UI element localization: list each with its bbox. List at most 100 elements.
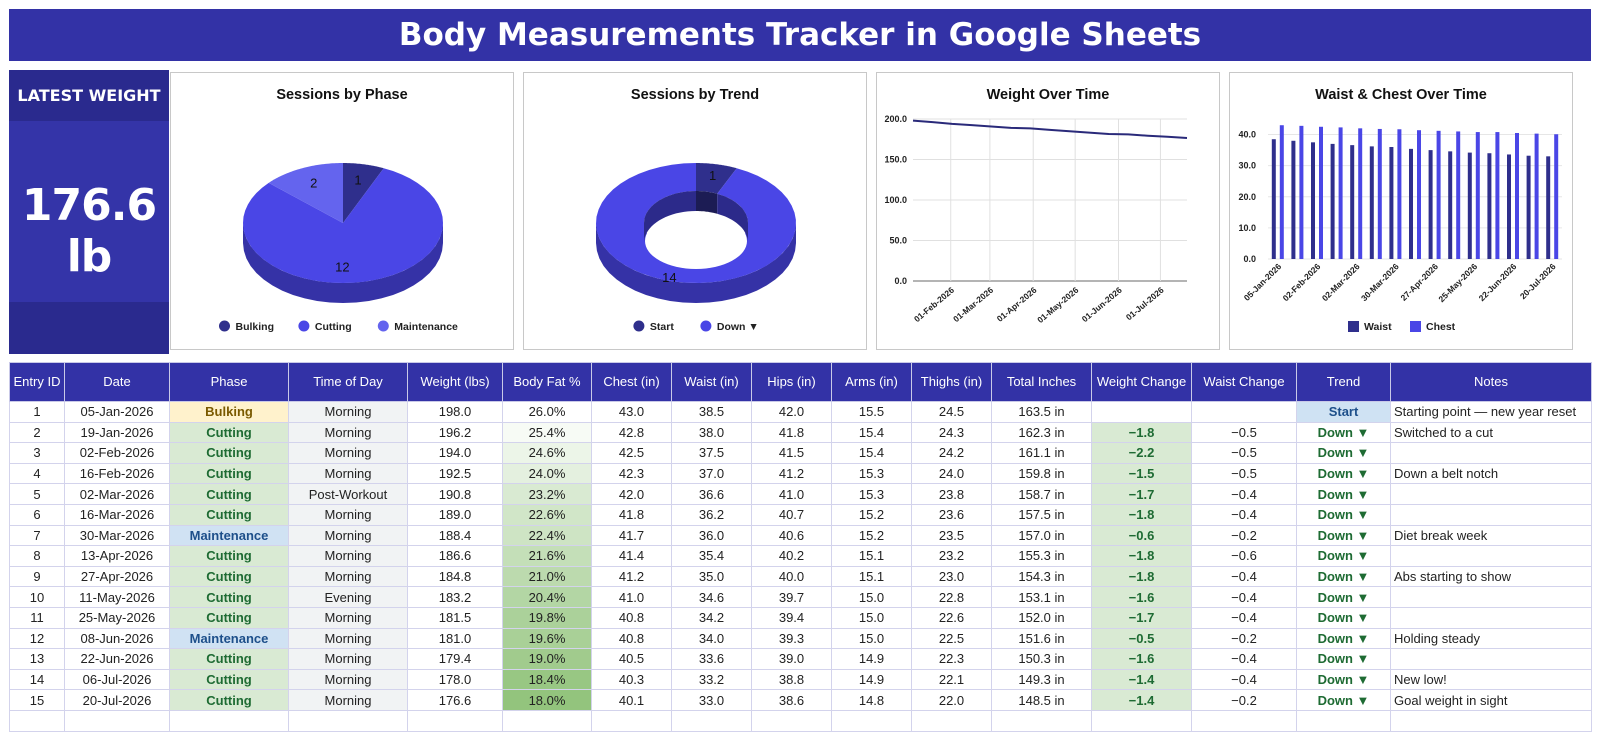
weight-cell[interactable]: 183.2 <box>407 586 503 608</box>
arms-cell[interactable]: 15.2 <box>831 503 912 526</box>
time-of-day-cell[interactable]: Morning <box>288 689 408 711</box>
hips-cell[interactable]: 39.3 <box>751 627 832 650</box>
notes-cell[interactable]: Down a belt notch <box>1390 462 1592 485</box>
time-of-day-cell[interactable]: Morning <box>288 442 408 464</box>
hips-cell[interactable]: 41.5 <box>751 442 832 464</box>
total-inches-cell[interactable]: 149.3 in <box>991 668 1092 691</box>
body-fat-cell[interactable]: 24.6% <box>502 442 592 464</box>
time-of-day-cell[interactable]: Morning <box>288 668 408 691</box>
empty-cell[interactable] <box>1296 709 1391 732</box>
notes-cell[interactable]: Abs starting to show <box>1390 565 1592 588</box>
trend-cell[interactable]: Down ▼ <box>1296 606 1391 629</box>
hips-cell[interactable]: 38.6 <box>751 689 832 711</box>
thighs-cell[interactable]: 24.5 <box>911 401 992 423</box>
thighs-cell[interactable]: 22.1 <box>911 668 992 691</box>
weight-change-cell[interactable]: −1.8 <box>1091 565 1192 588</box>
chest-cell[interactable]: 40.8 <box>591 627 672 650</box>
chest-cell[interactable]: 41.4 <box>591 545 672 567</box>
chest-cell[interactable]: 40.8 <box>591 606 672 629</box>
empty-cell[interactable] <box>1091 709 1192 732</box>
weight-change-cell[interactable]: −1.8 <box>1091 421 1192 444</box>
date-cell[interactable]: 20-Jul-2026 <box>64 689 170 711</box>
date-cell[interactable]: 25-May-2026 <box>64 606 170 629</box>
waist-change-cell[interactable]: −0.4 <box>1191 648 1297 670</box>
waist-cell[interactable]: 35.4 <box>671 545 752 567</box>
column-header[interactable]: Trend <box>1296 362 1391 402</box>
thighs-cell[interactable]: 23.5 <box>911 524 992 547</box>
body-fat-cell[interactable]: 25.4% <box>502 421 592 444</box>
weight-change-cell[interactable] <box>1091 401 1192 423</box>
arms-cell[interactable]: 15.4 <box>831 442 912 464</box>
waist-cell[interactable]: 34.2 <box>671 606 752 629</box>
total-inches-cell[interactable]: 154.3 in <box>991 565 1092 588</box>
thighs-cell[interactable]: 24.0 <box>911 462 992 485</box>
chest-cell[interactable]: 42.5 <box>591 442 672 464</box>
total-inches-cell[interactable]: 155.3 in <box>991 545 1092 567</box>
empty-cell[interactable] <box>502 709 592 732</box>
thighs-cell[interactable]: 22.5 <box>911 627 992 650</box>
trend-cell[interactable]: Down ▼ <box>1296 689 1391 711</box>
waist-change-cell[interactable]: −0.2 <box>1191 627 1297 650</box>
empty-cell[interactable] <box>288 709 408 732</box>
arms-cell[interactable]: 14.8 <box>831 689 912 711</box>
waist-change-cell[interactable]: −0.2 <box>1191 689 1297 711</box>
phase-cell[interactable]: Cutting <box>169 586 289 608</box>
notes-cell[interactable] <box>1390 442 1592 464</box>
empty-cell[interactable] <box>169 709 289 732</box>
trend-cell[interactable]: Down ▼ <box>1296 483 1391 505</box>
arms-cell[interactable]: 15.0 <box>831 586 912 608</box>
notes-cell[interactable] <box>1390 648 1592 670</box>
body-fat-cell[interactable]: 20.4% <box>502 586 592 608</box>
total-inches-cell[interactable]: 162.3 in <box>991 421 1092 444</box>
time-of-day-cell[interactable]: Morning <box>288 545 408 567</box>
trend-cell[interactable]: Down ▼ <box>1296 648 1391 670</box>
trend-cell[interactable]: Down ▼ <box>1296 586 1391 608</box>
empty-cell[interactable] <box>9 709 65 732</box>
column-header[interactable]: Entry ID <box>9 362 65 402</box>
column-header[interactable]: Total Inches <box>991 362 1092 402</box>
hips-cell[interactable]: 39.7 <box>751 586 832 608</box>
time-of-day-cell[interactable]: Morning <box>288 462 408 485</box>
notes-cell[interactable] <box>1390 503 1592 526</box>
chest-cell[interactable]: 41.0 <box>591 586 672 608</box>
weight-change-cell[interactable]: −1.4 <box>1091 668 1192 691</box>
chest-cell[interactable]: 43.0 <box>591 401 672 423</box>
waist-cell[interactable]: 33.6 <box>671 648 752 670</box>
phase-cell[interactable]: Maintenance <box>169 524 289 547</box>
phase-cell[interactable]: Bulking <box>169 401 289 423</box>
waist-cell[interactable]: 37.5 <box>671 442 752 464</box>
empty-cell[interactable] <box>751 709 832 732</box>
weight-cell[interactable]: 176.6 <box>407 689 503 711</box>
thighs-cell[interactable]: 23.8 <box>911 483 992 505</box>
notes-cell[interactable] <box>1390 586 1592 608</box>
hips-cell[interactable]: 39.0 <box>751 648 832 670</box>
empty-cell[interactable] <box>1191 709 1297 732</box>
empty-cell[interactable] <box>64 709 170 732</box>
arms-cell[interactable]: 15.4 <box>831 421 912 444</box>
chest-cell[interactable]: 41.8 <box>591 503 672 526</box>
column-header[interactable]: Body Fat % <box>502 362 592 402</box>
chest-cell[interactable]: 40.1 <box>591 689 672 711</box>
time-of-day-cell[interactable]: Morning <box>288 627 408 650</box>
column-header[interactable]: Waist Change <box>1191 362 1297 402</box>
weight-cell[interactable]: 181.5 <box>407 606 503 629</box>
waist-cell[interactable]: 34.6 <box>671 586 752 608</box>
waist-change-cell[interactable]: −0.4 <box>1191 503 1297 526</box>
hips-cell[interactable]: 38.8 <box>751 668 832 691</box>
waist-chest-chart-card[interactable]: Waist & Chest Over Time 0.0 10.0 20.0 30.0 4… <box>1229 72 1573 350</box>
weight-change-cell[interactable]: −2.2 <box>1091 442 1192 464</box>
notes-cell[interactable]: Switched to a cut <box>1390 421 1592 444</box>
hips-cell[interactable]: 39.4 <box>751 606 832 629</box>
hips-cell[interactable]: 40.6 <box>751 524 832 547</box>
hips-cell[interactable]: 40.0 <box>751 565 832 588</box>
trend-cell[interactable]: Down ▼ <box>1296 627 1391 650</box>
body-fat-cell[interactable]: 21.0% <box>502 565 592 588</box>
waist-change-cell[interactable] <box>1191 401 1297 423</box>
arms-cell[interactable]: 15.2 <box>831 524 912 547</box>
weight-cell[interactable]: 192.5 <box>407 462 503 485</box>
phase-cell[interactable]: Cutting <box>169 483 289 505</box>
body-fat-cell[interactable]: 18.0% <box>502 689 592 711</box>
waist-cell[interactable]: 35.0 <box>671 565 752 588</box>
weight-change-cell[interactable]: −0.5 <box>1091 627 1192 650</box>
weight-cell[interactable]: 186.6 <box>407 545 503 567</box>
